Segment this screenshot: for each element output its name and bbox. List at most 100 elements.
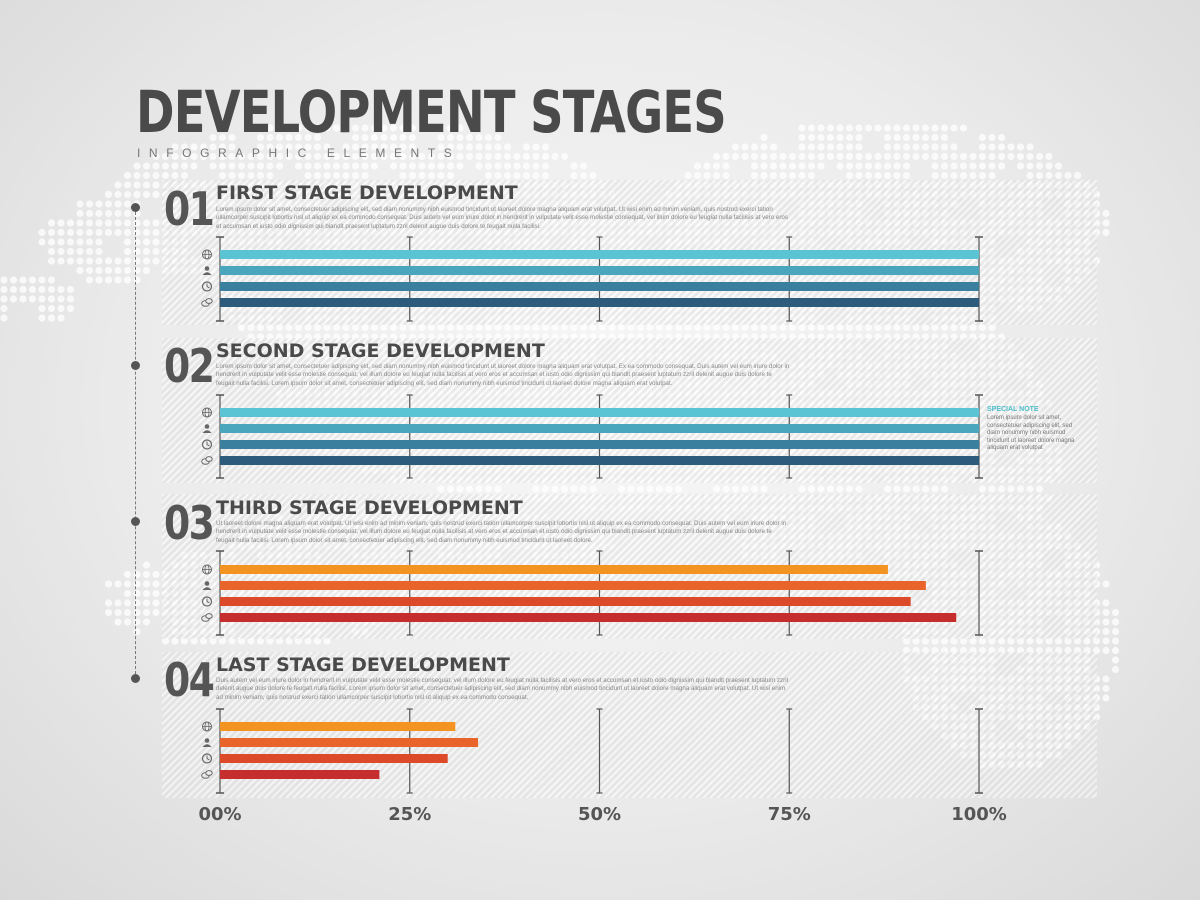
map-dot [266, 162, 274, 170]
map-dot [684, 171, 692, 180]
bar [220, 581, 926, 590]
map-dot [503, 162, 512, 170]
map-dot [228, 171, 236, 180]
map-dot [237, 171, 246, 180]
map-dot [418, 152, 426, 161]
map-dot [513, 171, 521, 180]
map-dot [256, 124, 265, 132]
map-dot [85, 228, 94, 237]
map-dot [722, 152, 730, 161]
map-dot [66, 257, 75, 265]
map-dot [190, 143, 198, 151]
map-dot [142, 266, 151, 275]
map-dot [731, 152, 740, 161]
map-dot [294, 124, 303, 132]
map-dot [902, 152, 911, 161]
map-dot [731, 143, 740, 151]
map-dot [427, 124, 436, 132]
map-dot [95, 266, 103, 275]
chat-icon [201, 456, 213, 465]
map-dot [247, 152, 255, 161]
map-dot [370, 143, 379, 151]
map-dot [883, 152, 892, 161]
map-dot [769, 152, 778, 161]
map-dot [76, 209, 84, 218]
map-dot [1102, 228, 1110, 237]
map-dot [361, 143, 369, 151]
map-dot [921, 152, 930, 161]
map-dot [199, 143, 208, 151]
map-dot [750, 171, 759, 180]
map-dot [47, 247, 56, 256]
bar [220, 722, 456, 731]
map-dot [142, 181, 151, 189]
map-dot [883, 143, 892, 151]
stage-chart-3 [201, 550, 983, 636]
map-dot [741, 143, 749, 151]
map-dot [940, 143, 949, 151]
map-dot [190, 162, 198, 170]
map-dot [408, 124, 417, 132]
map-dot [218, 162, 227, 170]
map-dot [161, 171, 170, 180]
map-dot [123, 266, 132, 275]
map-dot [484, 152, 493, 161]
map-dot [503, 152, 512, 161]
map-dot [180, 152, 189, 161]
map-dot [114, 228, 122, 237]
map-dot [475, 152, 483, 161]
map-dot [0, 276, 8, 284]
map-dot [874, 162, 882, 170]
map-dot [826, 152, 835, 161]
map-dot [760, 171, 768, 180]
map-dot [703, 171, 711, 180]
bar [220, 266, 979, 275]
map-dot [123, 219, 132, 227]
map-dot [123, 171, 132, 180]
map-dot [76, 257, 84, 265]
map-dot [522, 162, 531, 170]
map-dot [47, 228, 56, 237]
map-dot [446, 133, 455, 142]
map-dot [570, 171, 578, 180]
map-dot [456, 133, 464, 142]
clock-icon [201, 281, 213, 292]
map-dot [997, 162, 1006, 170]
map-dot [950, 162, 958, 170]
map-dot [883, 171, 892, 180]
map-dot [209, 143, 217, 151]
map-dot [465, 152, 474, 161]
map-dot [228, 143, 236, 151]
map-dot [361, 171, 369, 180]
map-dot [570, 162, 578, 170]
map-dot [760, 133, 768, 142]
map-dot [494, 133, 502, 142]
map-dot [57, 257, 65, 265]
map-dot [722, 162, 730, 170]
map-dot [912, 133, 920, 142]
map-dot [427, 152, 436, 161]
map-dot [408, 152, 417, 161]
map-dot [123, 190, 132, 199]
map-dot [161, 152, 170, 161]
map-dot [779, 162, 787, 170]
map-dot [969, 162, 977, 170]
map-dot [437, 162, 445, 170]
map-dot [66, 228, 75, 237]
map-dot [351, 171, 360, 180]
map-dot [855, 133, 863, 142]
map-dot [418, 171, 426, 180]
map-dot [893, 133, 901, 142]
map-dot [76, 219, 84, 227]
map-dot [798, 133, 806, 142]
map-dot [95, 238, 103, 246]
map-dot [247, 162, 255, 170]
map-dot [399, 124, 407, 132]
map-dot [712, 152, 721, 161]
map-dot [693, 162, 702, 170]
map-dot [209, 133, 217, 142]
map-dot [332, 162, 341, 170]
map-dot [95, 276, 103, 284]
map-dot [104, 228, 113, 237]
